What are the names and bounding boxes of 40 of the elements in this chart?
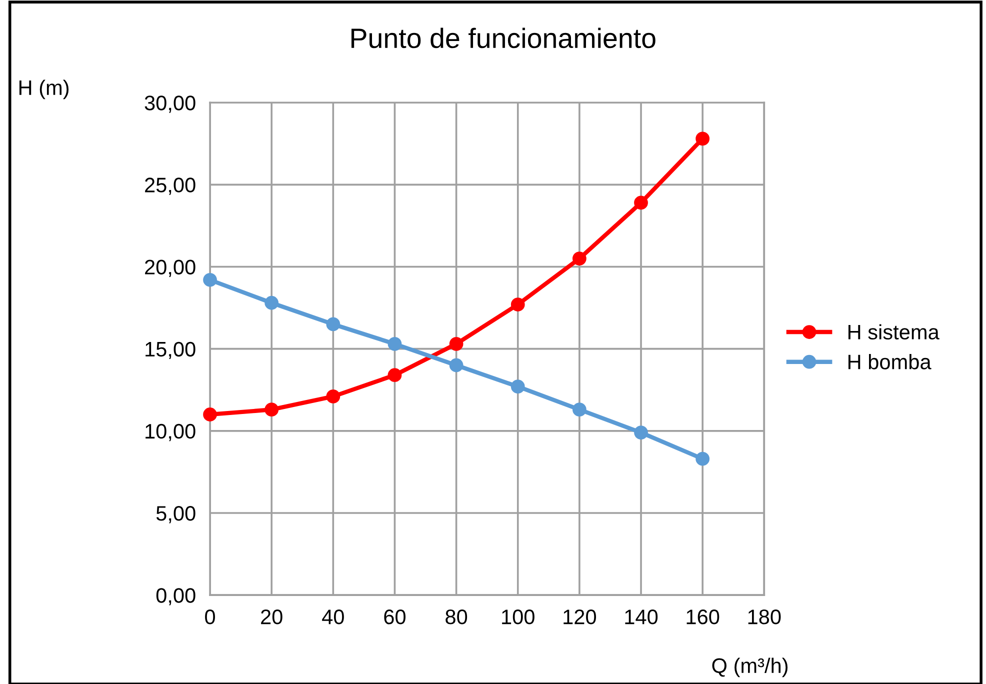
y-tick-label: 5,00 xyxy=(156,506,196,524)
y-axis-title: H (m) xyxy=(19,80,69,100)
point xyxy=(326,317,340,332)
x-tick-label: 100 xyxy=(502,610,534,624)
point xyxy=(264,296,279,310)
point xyxy=(696,452,710,466)
x-tick-label: 180 xyxy=(748,610,781,624)
y-tick-label: 20,00 xyxy=(145,260,196,277)
point xyxy=(449,336,464,351)
x-tick-label: 160 xyxy=(686,610,720,624)
point xyxy=(634,426,648,440)
legend-label: H bomba xyxy=(848,354,932,370)
point xyxy=(264,402,279,417)
point xyxy=(634,196,648,210)
point xyxy=(203,272,217,287)
y-tick-label: 25,00 xyxy=(145,178,196,195)
chart-title: Punto de funcionamiento xyxy=(351,28,656,48)
point xyxy=(203,408,217,422)
point xyxy=(572,402,586,417)
point xyxy=(696,132,710,146)
point xyxy=(388,336,402,351)
x-tick-label: 140 xyxy=(625,610,658,624)
point xyxy=(326,390,340,404)
y-tick-label: 10,00 xyxy=(146,424,196,442)
y-tick-label: 30,00 xyxy=(144,96,196,113)
x-tick-label: 0 xyxy=(205,610,215,624)
point xyxy=(510,380,525,394)
x-tick-label: 60 xyxy=(384,610,406,624)
x-axis-title: Q (m³/h) xyxy=(712,658,788,678)
y-tick-label: 15,00 xyxy=(146,342,196,360)
point xyxy=(388,368,402,382)
x-tick-label: 120 xyxy=(564,610,596,624)
y-tick-label: 0,00 xyxy=(156,588,196,606)
x-tick-label: 20 xyxy=(261,610,282,624)
legend-label: H sistema xyxy=(848,324,940,340)
point xyxy=(510,298,525,312)
point xyxy=(572,252,586,266)
point xyxy=(449,358,464,372)
x-tick-label: 40 xyxy=(322,610,344,624)
x-tick-label: 80 xyxy=(446,610,468,624)
